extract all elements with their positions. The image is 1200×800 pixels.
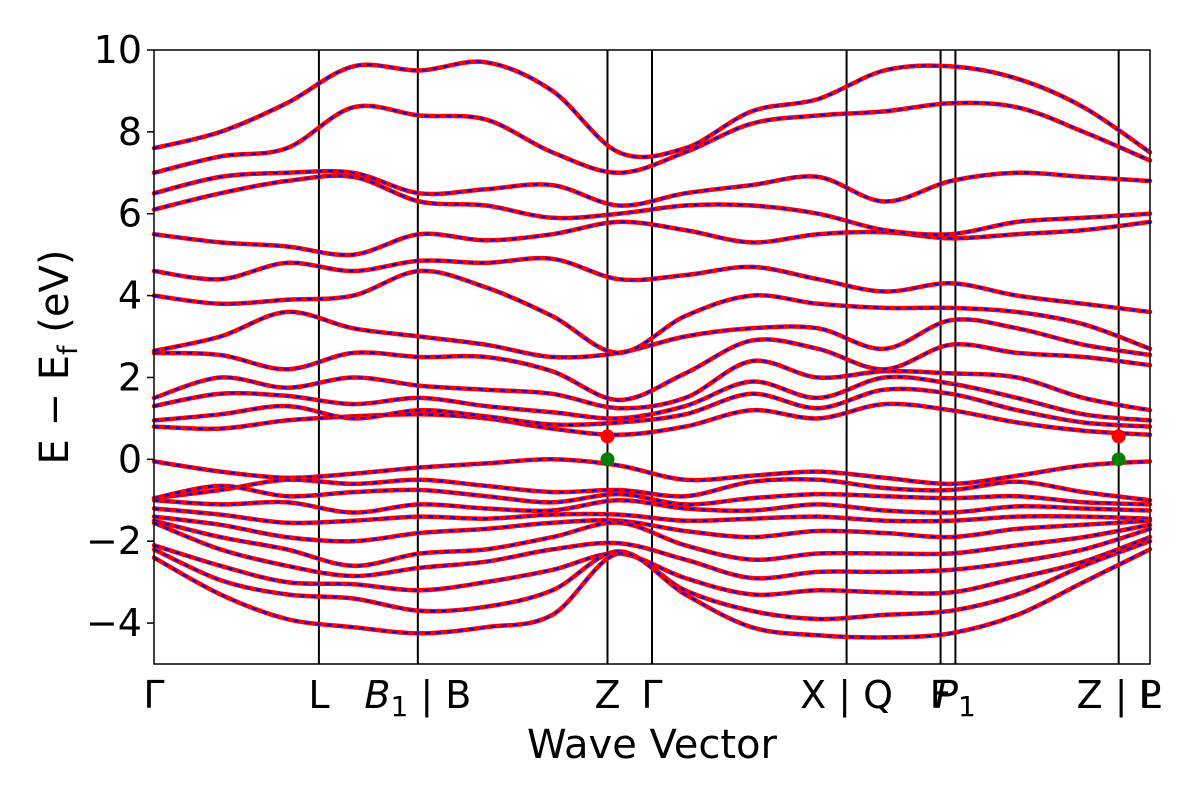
conduction-band-line-dashed — [153, 257, 1151, 314]
conduction-band-line-dashed — [153, 375, 1151, 422]
conduction-band-line-dashed — [153, 170, 1151, 207]
conduction-band-line — [151, 59, 1153, 160]
conduction-band-line-dashed — [153, 359, 1151, 412]
conduction-band-line-dashed — [153, 220, 1151, 257]
x-tick-label: L — [308, 673, 329, 717]
valence-band-line-dashed — [153, 484, 1151, 506]
plot-area — [151, 49, 1153, 665]
x-tick-label: X | Q — [800, 673, 893, 718]
band-edge-marker — [1111, 452, 1126, 467]
valence-band-line-dashed — [153, 458, 1151, 486]
valence-band-line-dashed — [153, 507, 1151, 525]
y-axis-title-main: E − E — [32, 355, 78, 465]
y-tick-label: 2 — [118, 355, 142, 399]
conduction-band-line-dashed — [153, 174, 1151, 236]
x-tick-label: Z | L — [1077, 673, 1161, 718]
x-tick-label: P — [1139, 673, 1162, 717]
y-tick-label: −2 — [86, 519, 142, 563]
band-edge-marker — [600, 429, 615, 444]
y-axis-title-unit: (eV) — [32, 250, 78, 346]
x-tick-label: Z — [594, 673, 620, 717]
y-tick-label: 6 — [118, 192, 142, 236]
x-tick-label: Γ — [143, 673, 164, 717]
y-tick-label: −4 — [86, 601, 142, 645]
band-edge-markers — [600, 429, 1126, 467]
x-tick-label: Γ — [641, 673, 662, 717]
plot-frame — [153, 49, 1151, 665]
conduction-band-line-dashed — [153, 402, 1151, 436]
conduction-band-line-dashed — [153, 310, 1151, 359]
y-axis-title: E − Ef (eV) — [32, 250, 84, 465]
x-tick-label: F — [930, 673, 952, 717]
conduction-band-line-dashed — [153, 338, 1151, 402]
band-edge-marker — [1111, 429, 1126, 444]
band-lines — [151, 59, 1153, 640]
band-edge-marker — [600, 452, 615, 467]
valence-band-line-dashed — [153, 548, 1151, 639]
conduction-band-line-dashed — [153, 387, 1151, 428]
y-tick-label: 10 — [94, 28, 142, 72]
valence-band-line-dashed — [153, 515, 1151, 543]
y-axis: −4 −2 0 2 4 6 8 10 — [86, 28, 154, 645]
y-tick-label: 4 — [118, 274, 142, 318]
valence-band-line-dashed — [153, 478, 1151, 502]
valence-band-line-dashed — [153, 521, 1151, 580]
valence-band-line-dashed — [153, 519, 1151, 567]
x-axis-title: Wave Vector — [527, 722, 778, 768]
y-tick-label: 8 — [118, 110, 142, 154]
y-tick-label: 0 — [118, 437, 142, 481]
y-axis-title-subscript: f — [53, 344, 84, 355]
conduction-band-line — [151, 100, 1153, 176]
conduction-band-line-dashed — [153, 269, 1151, 355]
x-tick-label: B1 | B — [364, 673, 471, 723]
valence-band-line-dashed — [153, 536, 1151, 596]
valence-band-line-dashed — [153, 499, 1151, 514]
x-tick-label: P1 — [935, 673, 976, 723]
